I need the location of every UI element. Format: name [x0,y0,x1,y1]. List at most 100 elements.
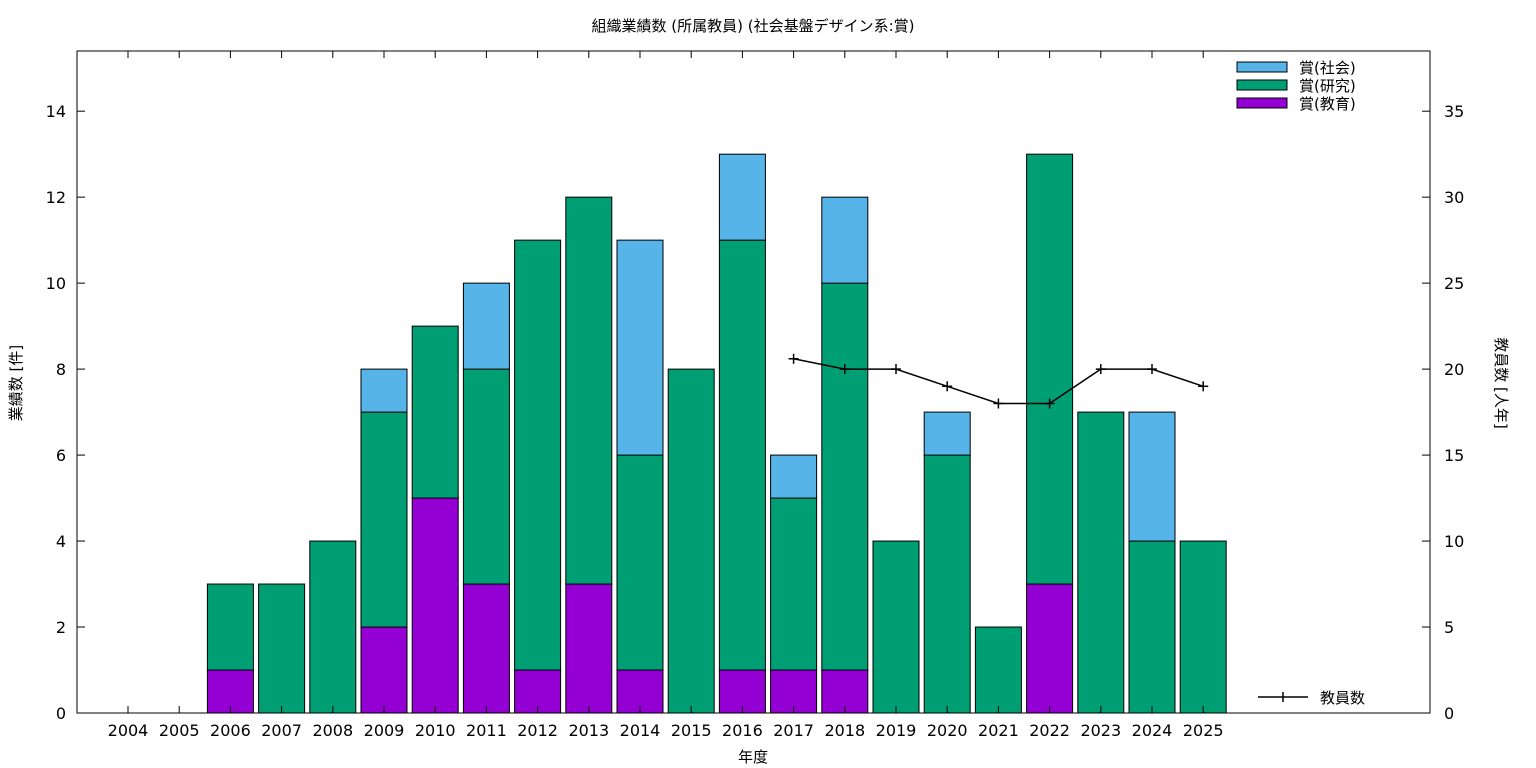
y2-tick-label-0: 0 [1444,704,1454,723]
y2-tick-label-25: 25 [1444,274,1464,293]
bars-layer [206,153,1227,714]
line-point-2019 [891,364,901,375]
bar-2018-series-2 [821,196,869,284]
bar-2018-series-1 [821,282,869,671]
legend-swatch-2 [1236,97,1288,109]
bar-2024-series-1 [1128,540,1176,714]
x-tick-label-2008: 2008 [312,721,353,740]
legend-swatch-0 [1236,61,1288,73]
bar-2013-series-0 [565,583,613,714]
x-tick-label-2023: 2023 [1080,721,1121,740]
x-tick-label-2014: 2014 [620,721,661,740]
bar-2023-series-1 [1077,411,1125,714]
y-tick-labels: 0 2 4 6 8 10 12 14 [46,102,66,723]
bar-2017-series-1 [770,497,818,671]
y-tick-label-6: 6 [56,446,66,465]
y-tick-label-4: 4 [56,532,66,551]
bar-2018-series-0 [821,669,869,714]
bar-2021-series-1 [974,626,1022,714]
bar-2025-series-1 [1179,540,1227,714]
x-tick-label-2024: 2024 [1132,721,1173,740]
plot-frame [76,50,1431,714]
x-tick-label-2005: 2005 [159,721,200,740]
line-point-2017 [788,353,799,364]
bar-2016-series-0 [718,669,766,714]
x-tick-label-2007: 2007 [261,721,302,740]
y2-tick-label-35: 35 [1444,102,1464,121]
bar-2011-series-2 [462,282,510,370]
ticks-layer [77,51,1430,714]
x-tick-label-2022: 2022 [1029,721,1070,740]
legend-swatch-1 [1236,79,1288,91]
bar-2008-series-1 [309,540,357,714]
bar-2016-series-1 [718,239,766,671]
y2-tick-labels: 0 5 10 15 20 25 30 35 [1444,102,1464,723]
bar-2020-series-2 [923,411,971,456]
bar-2011-series-1 [462,368,510,585]
bar-2012-series-1 [514,239,562,671]
x-tick-label-2019: 2019 [876,721,917,740]
bar-2010-series-0 [411,497,459,714]
legend-label-2: 賞(教育) [1299,95,1356,113]
y2-tick-label-15: 15 [1444,446,1464,465]
bar-2010-series-1 [411,325,459,499]
legend: 賞(社会)賞(研究)賞(教育) 教員数 [1236,59,1365,707]
bar-2015-series-1 [667,368,715,714]
x-tick-label-2010: 2010 [415,721,456,740]
x-tick-label-2009: 2009 [364,721,405,740]
y2-tick-label-10: 10 [1444,532,1464,551]
x-tick-label-2018: 2018 [824,721,865,740]
bar-2022-series-0 [1026,583,1074,714]
y2-axis-title: 教員数 [人年] [1492,337,1510,428]
bar-2009-series-0 [360,626,408,714]
legend-label-0: 賞(社会) [1299,59,1356,77]
bar-2017-series-2 [770,454,818,499]
y2-tick-label-5: 5 [1444,618,1454,637]
x-tick-label-2006: 2006 [210,721,251,740]
x-tick-label-2004: 2004 [108,721,149,740]
x-tick-label-2011: 2011 [466,721,507,740]
bar-2022-series-1 [1026,153,1074,585]
bar-2014-series-1 [616,454,664,671]
bar-2019-series-1 [872,540,920,714]
y-tick-label-10: 10 [46,274,66,293]
line-point-2025 [1198,381,1209,392]
legend-line-label: 教員数 [1320,689,1365,707]
bar-2007-series-1 [258,583,306,714]
x-tick-label-2025: 2025 [1183,721,1224,740]
bar-2024-series-2 [1128,411,1176,542]
x-tick-label-2016: 2016 [722,721,763,740]
x-tick-label-2015: 2015 [671,721,712,740]
x-axis-title: 年度 [738,748,768,766]
bar-2006-series-0 [206,669,254,714]
y-tick-label-8: 8 [56,360,66,379]
line-point-2021 [993,398,1004,409]
line-point-2022 [1044,398,1055,409]
y-tick-label-12: 12 [46,188,66,207]
y2-tick-label-30: 30 [1444,188,1464,207]
line-layer [788,353,1209,409]
legend-label-1: 賞(研究) [1299,77,1356,95]
bar-2014-series-2 [616,239,664,456]
bar-2013-series-1 [565,196,613,585]
bar-2009-series-1 [360,411,408,628]
bar-2012-series-0 [514,669,562,714]
y2-tick-label-20: 20 [1444,360,1464,379]
line-point-2023 [1095,364,1106,375]
x-tick-labels: 2004 2005 2006 2007 2008 2009 2010 2011 2012 2013… [108,721,1224,740]
y-tick-label-2: 2 [56,618,66,637]
y-tick-label-0: 0 [56,704,66,723]
x-tick-label-2021: 2021 [978,721,1019,740]
bar-2009-series-2 [360,368,408,413]
x-tick-label-2013: 2013 [568,721,609,740]
y-axis-title: 業績数 [件] [7,345,25,421]
line-point-2020 [942,381,953,392]
bar-2016-series-2 [718,153,766,241]
y-tick-label-14: 14 [46,102,66,121]
line-point-2024 [1147,364,1157,375]
bar-2006-series-1 [206,583,254,671]
bar-2011-series-0 [462,583,510,714]
line-point-2018 [839,364,850,375]
x-tick-label-2020: 2020 [927,721,968,740]
